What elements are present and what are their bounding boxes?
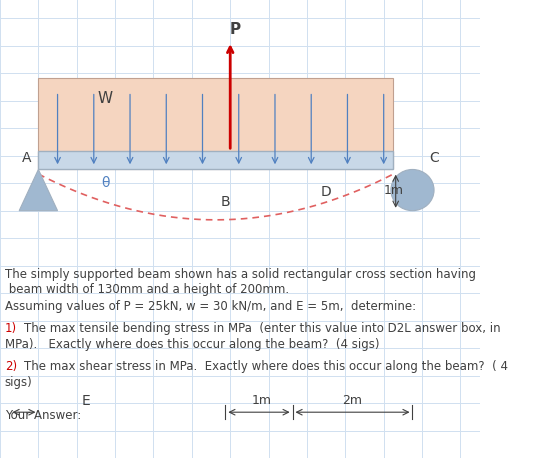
Text: Your Answer:: Your Answer:: [5, 409, 81, 422]
Text: The max tensile bending stress in MPa  (enter this value into D2L answer box, in: The max tensile bending stress in MPa (e…: [24, 322, 501, 335]
Text: W: W: [98, 91, 113, 106]
Text: The max shear stress in MPa.  Exactly where does this occur along the beam?  ( 4: The max shear stress in MPa. Exactly whe…: [24, 360, 508, 372]
Text: A: A: [22, 151, 31, 165]
Polygon shape: [19, 169, 58, 211]
Text: P: P: [229, 22, 240, 37]
Text: MPa).   Exactly where does this occur along the beam?  (4 sigs): MPa). Exactly where does this occur alon…: [5, 338, 379, 351]
Text: θ: θ: [101, 176, 110, 190]
Text: D: D: [321, 185, 331, 199]
Text: Assuming values of P = 25kN, w = 30 kN/m, and E = 5m,  determine:: Assuming values of P = 25kN, w = 30 kN/m…: [5, 300, 416, 313]
FancyBboxPatch shape: [38, 151, 393, 169]
FancyBboxPatch shape: [38, 78, 393, 169]
Text: 1m: 1m: [384, 184, 403, 196]
Text: The simply supported beam shown has a solid rectangular cross section having: The simply supported beam shown has a so…: [5, 268, 476, 281]
Circle shape: [391, 169, 434, 211]
Text: E: E: [82, 394, 90, 408]
Text: B: B: [220, 195, 230, 208]
Text: 1): 1): [5, 322, 17, 335]
Text: 1m: 1m: [251, 394, 271, 407]
Text: beam width of 130mm and a height of 200mm.: beam width of 130mm and a height of 200m…: [5, 283, 289, 295]
Text: 2): 2): [5, 360, 17, 372]
Text: C: C: [429, 151, 439, 165]
Text: 2m: 2m: [342, 394, 362, 407]
Text: sigs): sigs): [5, 376, 33, 388]
